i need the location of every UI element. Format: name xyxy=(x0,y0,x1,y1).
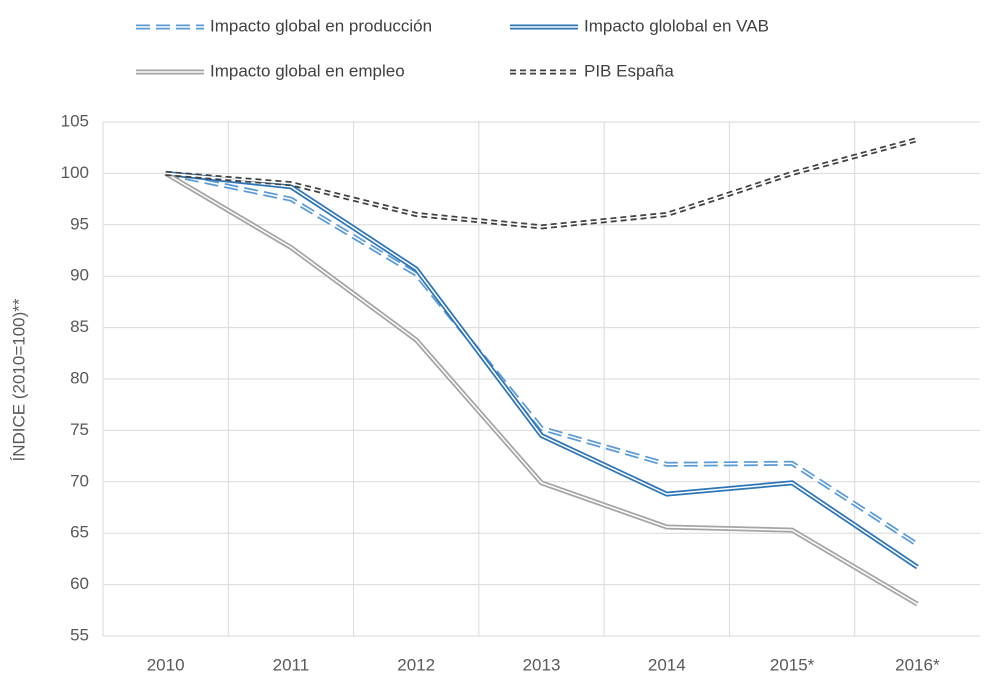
y-tick-label: 90 xyxy=(70,266,89,285)
x-tick-label: 2014 xyxy=(648,655,686,674)
legend-label: PIB España xyxy=(584,61,674,80)
y-tick-label: 95 xyxy=(70,214,89,233)
legend: Impacto global en producción Impacto glol… xyxy=(136,16,769,80)
y-tick-label: 80 xyxy=(70,368,89,387)
x-tick-label: 2010 xyxy=(147,655,185,674)
legend-label: Impacto global en empleo xyxy=(210,61,405,80)
legend-label: Impacto global en producción xyxy=(210,16,432,35)
y-tick-label: 55 xyxy=(70,625,89,644)
line-inner xyxy=(165,172,918,568)
y-tick-label: 60 xyxy=(70,574,89,593)
x-tick-label: 2013 xyxy=(523,655,561,674)
line-inner xyxy=(165,172,918,605)
y-axis-label: ÍNDICE (2010=100)** xyxy=(9,298,28,461)
line xyxy=(165,170,919,570)
x-tick-label: 2012 xyxy=(397,655,435,674)
line-inner xyxy=(165,138,918,228)
y-tick-label: 70 xyxy=(70,471,89,490)
y-tick-label: 85 xyxy=(70,317,89,336)
y-tick-label: 100 xyxy=(61,163,89,182)
x-tick-label: 2011 xyxy=(273,655,310,674)
x-tick-label: 2016* xyxy=(895,655,940,674)
y-tick-label: 105 xyxy=(61,111,89,130)
y-tick-label: 65 xyxy=(70,523,89,542)
line-inner xyxy=(165,172,918,546)
y-tick-label: 75 xyxy=(70,420,89,439)
line xyxy=(164,171,919,607)
legend-label: Impacto glolobal en VAB xyxy=(584,16,769,35)
x-tick-label: 2015* xyxy=(770,655,815,674)
